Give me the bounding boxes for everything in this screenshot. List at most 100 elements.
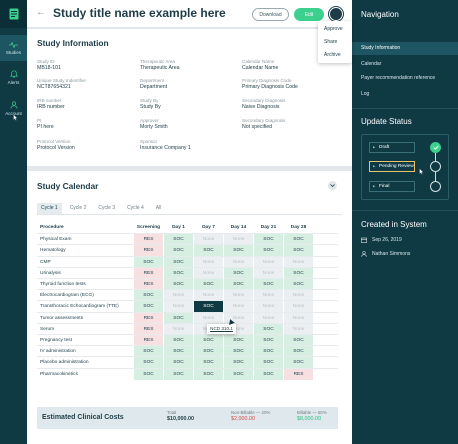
schedule-cell[interactable]: SOC — [224, 267, 253, 279]
schedule-cell[interactable]: RES — [134, 335, 163, 346]
schedule-cell[interactable]: None — [194, 312, 223, 324]
schedule-cell[interactable]: SOC — [284, 279, 313, 290]
schedule-cell[interactable]: RES — [134, 245, 163, 257]
avatar[interactable] — [329, 7, 343, 21]
schedule-cell[interactable]: RES — [134, 234, 163, 246]
tab-cycle-2[interactable]: Cycle 2 — [69, 205, 87, 211]
back-arrow-icon[interactable]: ← — [36, 7, 46, 18]
schedule-cell[interactable]: SOC — [134, 256, 163, 268]
schedule-cell[interactable]: RES — [134, 312, 163, 324]
schedule-cell[interactable]: None — [254, 301, 283, 313]
schedule-cell[interactable]: SOC — [134, 346, 163, 358]
collapse-button[interactable] — [328, 181, 337, 190]
schedule-cell[interactable]: None — [284, 301, 313, 313]
schedule-cell[interactable]: None — [224, 323, 253, 335]
schedule-cell[interactable]: SOC — [254, 245, 283, 257]
schedule-cell[interactable]: SOC — [134, 290, 163, 302]
schedule-cell[interactable]: SOC — [194, 335, 223, 346]
schedule-cell[interactable]: SOC — [284, 335, 313, 346]
schedule-cell[interactable]: None — [254, 290, 283, 302]
status-pending-review[interactable]: Pending Review — [369, 161, 415, 172]
rail-item-alerts[interactable]: Alerts — [0, 64, 27, 90]
schedule-cell[interactable]: SOC — [134, 368, 163, 380]
schedule-cell[interactable]: SOC — [254, 279, 283, 290]
schedule-cell[interactable]: None — [284, 312, 313, 324]
schedule-cell[interactable]: SOC — [254, 335, 283, 346]
schedule-cell[interactable]: RES — [284, 368, 313, 380]
schedule-cell[interactable]: RES — [134, 279, 163, 290]
schedule-cell[interactable]: SOC — [164, 267, 193, 279]
schedule-cell[interactable]: SOC — [164, 357, 193, 369]
nav-item-calendar[interactable]: Calendar — [361, 61, 382, 67]
status-step-done[interactable] — [430, 142, 441, 153]
schedule-cell[interactable]: SOC — [164, 245, 193, 257]
schedule-cell[interactable]: None — [224, 312, 253, 324]
schedule-cell[interactable]: SOC — [254, 234, 283, 246]
schedule-cell[interactable]: None — [164, 290, 193, 302]
nav-item-log[interactable]: Log — [361, 91, 370, 97]
schedule-cell[interactable]: None — [224, 301, 253, 313]
schedule-cell[interactable]: None — [284, 290, 313, 302]
schedule-cell[interactable]: SOC — [284, 245, 313, 257]
tab-cycle-4[interactable]: Cycle 4 — [127, 205, 144, 211]
schedule-cell[interactable]: RES — [134, 267, 163, 279]
schedule-cell[interactable]: SOC — [254, 368, 283, 380]
schedule-cell[interactable]: SOC — [224, 346, 253, 358]
schedule-cell[interactable]: SOC — [224, 335, 253, 346]
schedule-cell[interactable]: SOC — [284, 346, 313, 358]
schedule-cell[interactable]: SOC — [134, 357, 163, 369]
schedule-cell[interactable]: SOC — [164, 234, 193, 246]
schedule-cell[interactable]: None — [224, 234, 253, 246]
schedule-cell[interactable]: SOC — [284, 267, 313, 279]
status-step-final[interactable] — [430, 181, 441, 192]
schedule-cell[interactable]: SOC — [164, 312, 193, 324]
schedule-cell[interactable]: SOC — [194, 346, 223, 358]
download-button[interactable]: Download — [252, 8, 289, 21]
nav-item-study-information[interactable]: Study Information — [352, 42, 458, 55]
schedule-cell[interactable]: None — [284, 256, 313, 268]
schedule-cell[interactable]: None — [284, 323, 313, 335]
schedule-cell[interactable]: None — [194, 256, 223, 268]
schedule-cell[interactable]: SOC — [224, 245, 253, 257]
schedule-cell[interactable]: SOC — [164, 279, 193, 290]
schedule-cell[interactable]: SOC — [164, 335, 193, 346]
menu-item-approve[interactable]: Approve — [324, 26, 343, 32]
schedule-cell[interactable]: RES — [134, 323, 163, 335]
schedule-cell[interactable]: None — [254, 256, 283, 268]
schedule-cell[interactable]: SOC — [254, 323, 283, 335]
schedule-cell[interactable]: SOC — [224, 368, 253, 380]
schedule-cell[interactable]: SOC — [194, 279, 223, 290]
schedule-cell[interactable]: SOC — [164, 346, 193, 358]
status-final[interactable]: Final — [369, 181, 415, 192]
status-step-pending[interactable] — [430, 161, 441, 172]
schedule-cell[interactable]: SOC — [194, 301, 223, 313]
tab-all[interactable]: All — [155, 205, 162, 211]
app-logo[interactable] — [0, 0, 27, 28]
schedule-cell[interactable]: None — [224, 256, 253, 268]
schedule-cell[interactable]: None — [164, 323, 193, 335]
tab-cycle-3[interactable]: Cycle 3 — [98, 205, 116, 211]
menu-item-share[interactable]: Share — [324, 39, 338, 45]
schedule-cell[interactable]: None — [194, 267, 223, 279]
schedule-cell[interactable]: SOC — [254, 346, 283, 358]
schedule-cell[interactable]: None — [194, 234, 223, 246]
schedule-cell[interactable]: None — [254, 312, 283, 324]
schedule-cell[interactable]: SOC — [284, 234, 313, 246]
rail-item-studies[interactable]: Studies — [0, 35, 27, 61]
status-draft[interactable]: Draft — [369, 142, 415, 153]
edit-button[interactable]: Edit — [294, 8, 324, 21]
rail-item-account[interactable]: Account — [0, 95, 27, 121]
schedule-cell[interactable]: SOC — [224, 357, 253, 369]
schedule-cell[interactable]: SOC — [194, 368, 223, 380]
schedule-cell[interactable]: SOC — [224, 279, 253, 290]
schedule-cell[interactable]: SOC — [134, 301, 163, 313]
schedule-cell[interactable]: SOC — [164, 368, 193, 380]
schedule-cell[interactable]: SOC — [194, 245, 223, 257]
menu-item-archive[interactable]: Archive — [324, 52, 341, 58]
schedule-cell[interactable]: SOC — [284, 357, 313, 369]
schedule-cell[interactable]: SOC — [194, 357, 223, 369]
schedule-cell[interactable]: SOC — [254, 357, 283, 369]
schedule-cell[interactable]: None — [254, 267, 283, 279]
schedule-cell[interactable]: None — [194, 290, 223, 302]
schedule-cell[interactable]: SOC — [164, 256, 193, 268]
